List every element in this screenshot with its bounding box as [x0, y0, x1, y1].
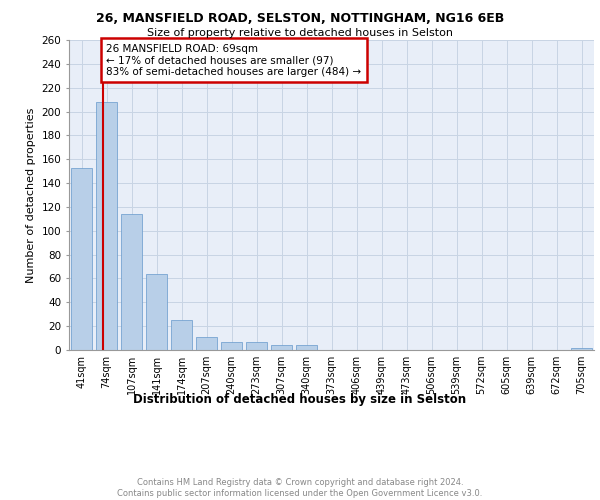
Y-axis label: Number of detached properties: Number of detached properties [26, 108, 36, 282]
Text: 26 MANSFIELD ROAD: 69sqm
← 17% of detached houses are smaller (97)
83% of semi-d: 26 MANSFIELD ROAD: 69sqm ← 17% of detach… [107, 44, 362, 77]
Text: Size of property relative to detached houses in Selston: Size of property relative to detached ho… [147, 28, 453, 38]
Bar [271, 345, 292, 350]
Bar [196, 337, 217, 350]
Bar [171, 320, 192, 350]
Bar [221, 342, 242, 350]
Bar [571, 348, 592, 350]
Bar [96, 102, 117, 350]
Text: 26, MANSFIELD ROAD, SELSTON, NOTTINGHAM, NG16 6EB: 26, MANSFIELD ROAD, SELSTON, NOTTINGHAM,… [96, 12, 504, 26]
Bar [296, 345, 317, 350]
Bar [146, 274, 167, 350]
Bar [71, 168, 92, 350]
Bar [121, 214, 142, 350]
Text: Contains HM Land Registry data © Crown copyright and database right 2024.
Contai: Contains HM Land Registry data © Crown c… [118, 478, 482, 498]
Text: Distribution of detached houses by size in Selston: Distribution of detached houses by size … [133, 392, 467, 406]
Bar [246, 342, 267, 350]
